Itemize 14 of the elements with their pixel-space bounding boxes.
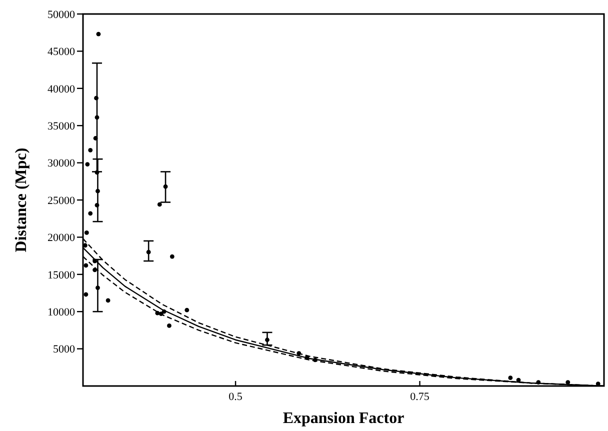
x-axis-title: Expansion Factor bbox=[282, 410, 404, 427]
y-tick-label: 50000 bbox=[48, 8, 76, 21]
y-tick-label: 25000 bbox=[48, 194, 76, 207]
y-axis-title: Distance (Mpc) bbox=[13, 148, 30, 252]
y-tick-label: 15000 bbox=[48, 269, 76, 282]
y-tick-label: 35000 bbox=[48, 120, 76, 132]
x-tick-label: 0.5 bbox=[228, 391, 243, 403]
y-tick-label: 30000 bbox=[48, 158, 76, 170]
y-tick-label: 5000 bbox=[53, 344, 76, 356]
y-tick-label: 10000 bbox=[48, 306, 76, 318]
y-tick-label: 20000 bbox=[48, 232, 76, 244]
y-tick-label: 40000 bbox=[48, 83, 76, 96]
x-tick-label: 0.75 bbox=[410, 391, 430, 403]
y-tick-label: 45000 bbox=[48, 46, 76, 58]
